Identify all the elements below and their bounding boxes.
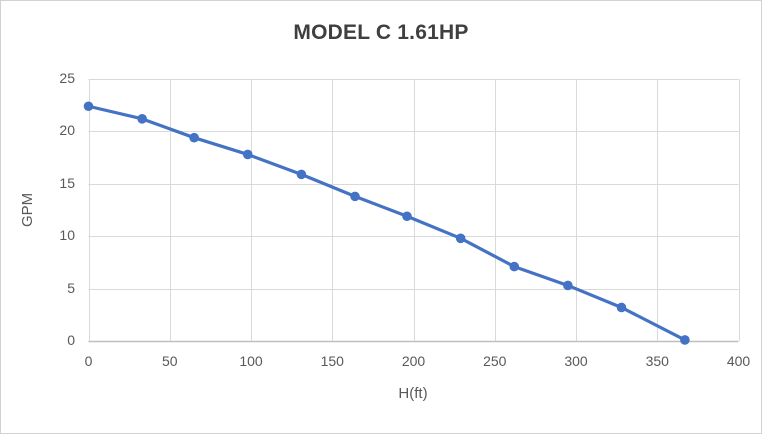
x-tick-label: 0 xyxy=(84,353,93,369)
data-point-marker xyxy=(242,149,253,160)
data-point-marker xyxy=(563,280,573,291)
x-tick-label: 400 xyxy=(726,353,751,369)
data-point-marker xyxy=(137,114,147,124)
y-axis-title: GPM xyxy=(19,192,36,228)
data-point-marker xyxy=(402,211,412,222)
data-point-marker xyxy=(455,233,466,244)
chart-title: MODEL C 1.61HP xyxy=(293,21,469,44)
data-point-marker xyxy=(350,191,360,202)
x-tick-label: 250 xyxy=(483,353,507,369)
x-tick-label: 150 xyxy=(320,353,344,369)
y-tick-label: 5 xyxy=(67,279,75,296)
data-point-marker xyxy=(616,302,627,313)
x-tick-label: 350 xyxy=(645,353,669,369)
x-tick-label: 50 xyxy=(161,353,178,369)
y-tick-label: 0 xyxy=(67,332,75,348)
x-axis-title: H(ft) xyxy=(398,385,428,402)
y-tick-label: 15 xyxy=(59,174,75,191)
x-tick-label: 100 xyxy=(239,353,263,369)
data-point-marker xyxy=(189,132,199,143)
data-point-marker xyxy=(509,261,520,272)
x-tick-label: 300 xyxy=(564,353,588,369)
y-tick-label: 10 xyxy=(59,227,75,244)
data-point-marker xyxy=(83,101,94,112)
y-tick-label: 25 xyxy=(59,70,75,86)
y-tick-label: 20 xyxy=(59,122,75,139)
data-point-marker xyxy=(680,335,690,345)
data-point-marker xyxy=(296,169,307,180)
series-line xyxy=(86,104,687,342)
x-tick-label: 200 xyxy=(401,353,426,369)
